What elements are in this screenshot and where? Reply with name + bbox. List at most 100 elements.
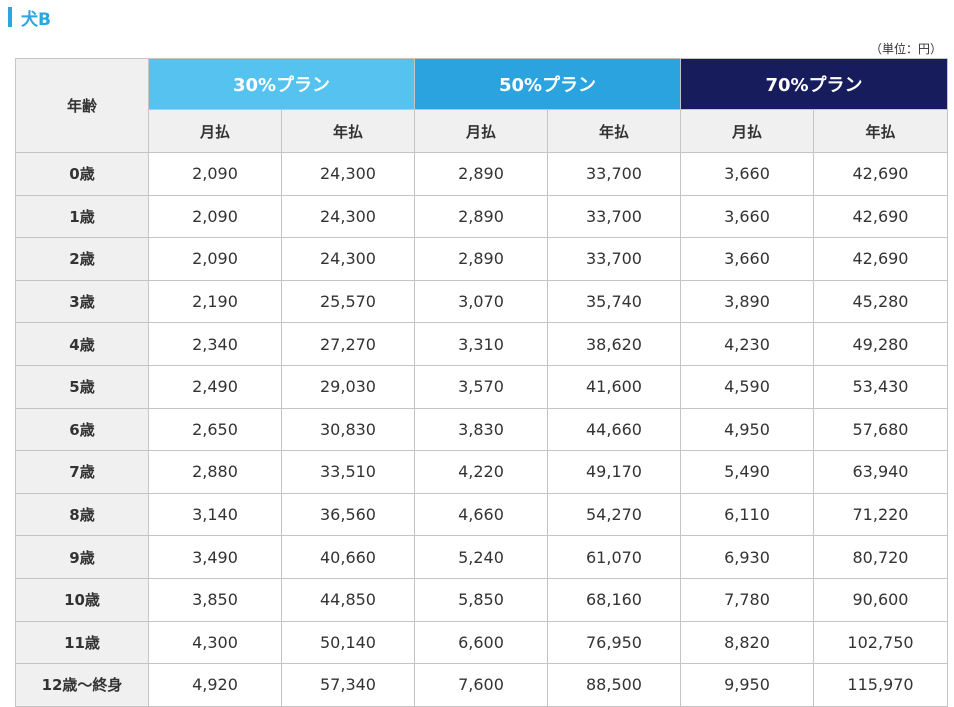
table-body: 0歳 2,090 24,300 2,890 33,700 3,660 42,690 1歳 2,0… <box>15 152 948 707</box>
title-accent-bar <box>8 7 12 27</box>
age-cell: 10歳 <box>15 577 149 622</box>
plan-header-30: 30%プラン <box>148 58 415 110</box>
sub-header-annual: 年払 <box>813 109 948 153</box>
age-cell: 1歳 <box>15 194 149 239</box>
table-row: 4歳 2,340 27,270 3,310 38,620 4,230 49,280 <box>15 322 948 366</box>
annual-premium-cell: 44,660 <box>547 407 681 452</box>
annual-premium-cell: 24,300 <box>281 152 415 196</box>
annual-premium-cell: 25,570 <box>281 279 415 324</box>
monthly-premium-cell: 2,890 <box>414 194 548 239</box>
annual-premium-cell: 76,950 <box>547 620 681 665</box>
annual-premium-cell: 36,560 <box>281 492 415 537</box>
monthly-premium-cell: 4,230 <box>680 322 814 366</box>
annual-premium-cell: 63,940 <box>813 450 948 494</box>
annual-premium-cell: 42,690 <box>813 194 948 239</box>
monthly-premium-cell: 2,090 <box>148 194 282 239</box>
sub-header-annual: 年払 <box>547 109 681 153</box>
monthly-premium-cell: 6,110 <box>680 492 814 537</box>
monthly-premium-cell: 3,140 <box>148 492 282 537</box>
monthly-premium-cell: 2,490 <box>148 364 282 409</box>
annual-premium-cell: 33,510 <box>281 450 415 494</box>
monthly-premium-cell: 2,090 <box>148 152 282 196</box>
age-cell: 11歳 <box>15 620 149 665</box>
monthly-premium-cell: 3,490 <box>148 535 282 579</box>
monthly-premium-cell: 6,930 <box>680 535 814 579</box>
annual-premium-cell: 71,220 <box>813 492 948 537</box>
monthly-premium-cell: 7,780 <box>680 577 814 622</box>
table-row: 0歳 2,090 24,300 2,890 33,700 3,660 42,690 <box>15 152 948 196</box>
annual-premium-cell: 27,270 <box>281 322 415 366</box>
age-cell: 8歳 <box>15 492 149 537</box>
plan-header-70: 70%プラン <box>680 58 948 110</box>
monthly-premium-cell: 2,090 <box>148 237 282 281</box>
annual-premium-cell: 29,030 <box>281 364 415 409</box>
age-cell: 7歳 <box>15 450 149 494</box>
age-cell: 6歳 <box>15 407 149 452</box>
monthly-premium-cell: 6,600 <box>414 620 548 665</box>
annual-premium-cell: 68,160 <box>547 577 681 622</box>
annual-premium-cell: 42,690 <box>813 237 948 281</box>
monthly-premium-cell: 4,920 <box>148 663 282 707</box>
annual-premium-cell: 49,280 <box>813 322 948 366</box>
age-cell: 0歳 <box>15 152 149 196</box>
monthly-premium-cell: 3,070 <box>414 279 548 324</box>
monthly-premium-cell: 2,650 <box>148 407 282 452</box>
annual-premium-cell: 80,720 <box>813 535 948 579</box>
monthly-premium-cell: 3,310 <box>414 322 548 366</box>
annual-premium-cell: 33,700 <box>547 152 681 196</box>
table-row: 11歳 4,300 50,140 6,600 76,950 8,820 102,750 <box>15 620 948 665</box>
premium-table: 年齢 30%プラン 50%プラン 70%プラン 月払 年払 月払 年払 月払 年… <box>15 58 948 707</box>
age-cell: 12歳〜終身 <box>15 663 149 707</box>
annual-premium-cell: 44,850 <box>281 577 415 622</box>
table-row: 1歳 2,090 24,300 2,890 33,700 3,660 42,690 <box>15 194 948 239</box>
annual-premium-cell: 33,700 <box>547 237 681 281</box>
annual-premium-cell: 115,970 <box>813 663 948 707</box>
monthly-premium-cell: 8,820 <box>680 620 814 665</box>
monthly-premium-cell: 4,950 <box>680 407 814 452</box>
monthly-premium-cell: 3,660 <box>680 152 814 196</box>
table-row: 9歳 3,490 40,660 5,240 61,070 6,930 80,720 <box>15 535 948 579</box>
annual-premium-cell: 24,300 <box>281 237 415 281</box>
age-cell: 2歳 <box>15 237 149 281</box>
age-cell: 5歳 <box>15 364 149 409</box>
table-row: 2歳 2,090 24,300 2,890 33,700 3,660 42,690 <box>15 237 948 281</box>
section-title-text: 犬B <box>21 9 51 30</box>
unit-label: （単位：円） <box>869 42 942 56</box>
annual-premium-cell: 38,620 <box>547 322 681 366</box>
monthly-premium-cell: 5,490 <box>680 450 814 494</box>
monthly-premium-cell: 2,890 <box>414 237 548 281</box>
annual-premium-cell: 57,680 <box>813 407 948 452</box>
monthly-premium-cell: 2,190 <box>148 279 282 324</box>
annual-premium-cell: 90,600 <box>813 577 948 622</box>
monthly-premium-cell: 2,890 <box>414 152 548 196</box>
monthly-premium-cell: 2,880 <box>148 450 282 494</box>
table-row: 8歳 3,140 36,560 4,660 54,270 6,110 71,220 <box>15 492 948 537</box>
monthly-premium-cell: 3,660 <box>680 194 814 239</box>
monthly-premium-cell: 3,850 <box>148 577 282 622</box>
age-column-header: 年齢 <box>15 58 149 153</box>
annual-premium-cell: 53,430 <box>813 364 948 409</box>
annual-premium-cell: 57,340 <box>281 663 415 707</box>
annual-premium-cell: 42,690 <box>813 152 948 196</box>
annual-premium-cell: 45,280 <box>813 279 948 324</box>
sub-header-monthly: 月払 <box>414 109 548 153</box>
age-cell: 4歳 <box>15 322 149 366</box>
table-row: 12歳〜終身 4,920 57,340 7,600 88,500 9,950 115,970 <box>15 663 948 707</box>
annual-premium-cell: 24,300 <box>281 194 415 239</box>
annual-premium-cell: 61,070 <box>547 535 681 579</box>
annual-premium-cell: 49,170 <box>547 450 681 494</box>
monthly-premium-cell: 3,890 <box>680 279 814 324</box>
section-title: 犬B <box>8 6 51 30</box>
monthly-premium-cell: 4,660 <box>414 492 548 537</box>
table-row: 3歳 2,190 25,570 3,070 35,740 3,890 45,280 <box>15 279 948 324</box>
annual-premium-cell: 35,740 <box>547 279 681 324</box>
monthly-premium-cell: 4,220 <box>414 450 548 494</box>
plan-header-50: 50%プラン <box>414 58 681 110</box>
annual-premium-cell: 33,700 <box>547 194 681 239</box>
age-cell: 3歳 <box>15 279 149 324</box>
monthly-premium-cell: 4,590 <box>680 364 814 409</box>
annual-premium-cell: 41,600 <box>547 364 681 409</box>
monthly-premium-cell: 3,830 <box>414 407 548 452</box>
annual-premium-cell: 40,660 <box>281 535 415 579</box>
sub-header-monthly: 月払 <box>148 109 282 153</box>
